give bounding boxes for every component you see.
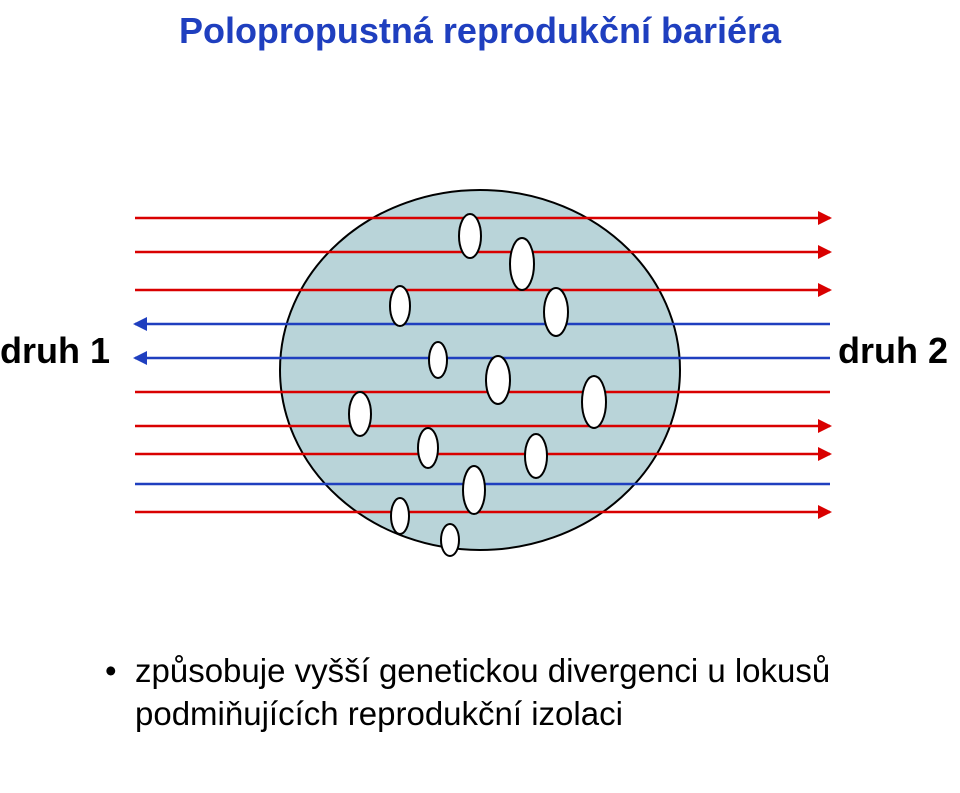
pore-0 <box>459 214 481 258</box>
pore-1 <box>510 238 534 290</box>
slide-container: Polopropustná reprodukční bariéra druh 1… <box>0 0 960 793</box>
bullet-text: způsobuje vyšší genetickou divergenci u … <box>135 650 885 736</box>
bullet-block: • způsobuje vyšší genetickou divergenci … <box>105 650 885 736</box>
pore-4 <box>429 342 447 378</box>
pore-5 <box>486 356 510 404</box>
pore-7 <box>582 376 606 428</box>
pore-9 <box>525 434 547 478</box>
pore-2 <box>390 286 410 326</box>
bullet-dot: • <box>105 650 135 693</box>
pore-12 <box>441 524 459 556</box>
pore-11 <box>391 498 409 534</box>
pore-8 <box>418 428 438 468</box>
pore-3 <box>544 288 568 336</box>
pore-6 <box>349 392 371 436</box>
pore-10 <box>463 466 485 514</box>
